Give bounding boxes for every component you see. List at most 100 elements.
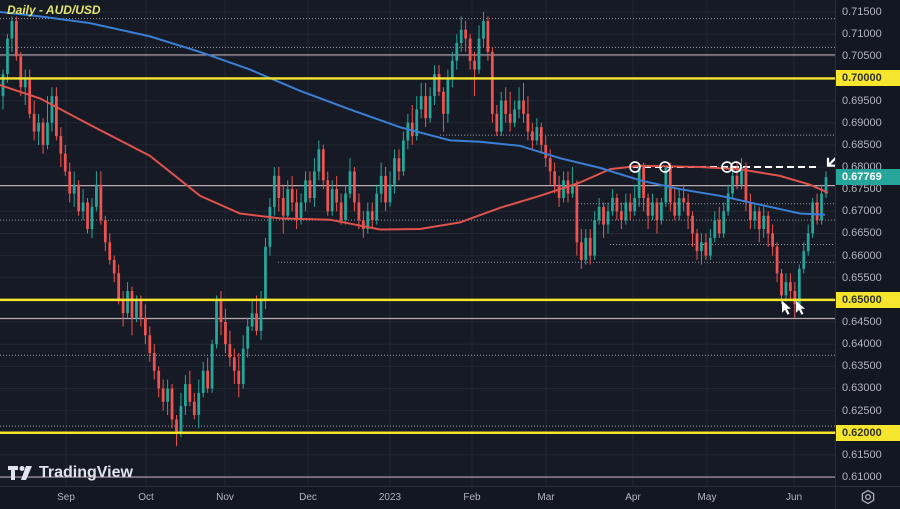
candle	[771, 224, 774, 256]
candle	[117, 264, 121, 305]
price-tick-label: 0.64500	[842, 316, 882, 329]
candle	[428, 87, 432, 123]
candle	[348, 158, 352, 199]
price-axis[interactable]: 0.71500 0.71000 0.70500 0.70000 0.69500 0.690…	[835, 0, 900, 486]
candle	[10, 16, 14, 52]
candle	[246, 317, 250, 358]
candle	[286, 180, 290, 221]
touch-circle-marker	[629, 161, 641, 173]
time-tick-label: Oct	[138, 492, 154, 503]
candle	[820, 184, 823, 225]
candle	[477, 25, 481, 75]
candlestick-chart[interactable]	[0, 0, 835, 486]
candle	[326, 171, 330, 216]
candle	[442, 87, 445, 132]
candle	[32, 100, 36, 141]
ma-100-line[interactable]	[0, 84, 829, 231]
candle	[339, 193, 343, 225]
price-tick-label: 0.62500	[842, 404, 882, 417]
price-tick-label: 0.66500	[842, 227, 882, 240]
candle	[86, 198, 89, 234]
candle	[112, 255, 116, 283]
candle	[624, 193, 628, 225]
candle	[482, 12, 485, 48]
time-axis[interactable]: SepOctNovDec2023FebMarAprMayJun26	[0, 486, 863, 509]
chart-area[interactable]: Daily - AUD/USD TradingView	[0, 0, 835, 486]
candle	[677, 189, 681, 221]
candle	[579, 229, 583, 269]
candle	[259, 291, 263, 340]
candle	[63, 144, 67, 176]
candle	[143, 304, 147, 345]
candle	[237, 353, 241, 398]
chart-title: Daily - AUD/USD	[7, 3, 101, 17]
candle	[175, 415, 178, 447]
candle	[526, 96, 530, 141]
candle	[188, 370, 192, 407]
candle	[393, 149, 396, 194]
candle	[762, 206, 766, 238]
key-level-price-badge: 0.62000	[836, 424, 900, 441]
candle	[651, 193, 654, 221]
arrow-pointer-icon	[826, 157, 835, 167]
time-tick-label: Mar	[537, 492, 555, 503]
tradingview-logo-text: TradingView	[39, 464, 133, 481]
candle	[77, 180, 81, 216]
candle	[304, 171, 307, 212]
candle	[344, 184, 347, 225]
price-tick-label: 0.69000	[842, 116, 882, 129]
candle	[281, 184, 285, 234]
time-tick-label: May	[697, 492, 717, 503]
candle	[717, 206, 721, 238]
candle	[811, 198, 815, 238]
candle	[41, 118, 45, 154]
price-tick-label: 0.67000	[842, 205, 882, 218]
candle	[508, 91, 512, 132]
ma-200-line[interactable]	[0, 11, 826, 216]
candle	[121, 291, 125, 327]
candle	[490, 47, 494, 123]
candle	[584, 229, 588, 265]
candle	[72, 171, 76, 207]
candle	[361, 211, 365, 238]
price-tick-label: 0.71000	[842, 28, 882, 41]
tradingview-logo-icon	[8, 466, 32, 480]
tradingview-logo: TradingView	[8, 464, 133, 482]
candle	[419, 82, 423, 119]
settings-gear-icon[interactable]	[860, 489, 876, 505]
candle	[401, 131, 405, 176]
candle	[197, 379, 201, 429]
candle	[406, 113, 410, 150]
candle	[148, 326, 152, 362]
candle	[673, 189, 677, 221]
price-tick-label: 0.61500	[842, 448, 882, 461]
candle	[646, 193, 650, 230]
candle	[495, 105, 499, 137]
candle	[748, 193, 752, 230]
candle	[210, 339, 214, 393]
candle	[784, 273, 788, 300]
candle	[224, 308, 227, 354]
candle	[108, 233, 112, 265]
candle	[152, 344, 156, 380]
candle	[797, 264, 801, 305]
key-level-price-badge: 0.65000	[836, 291, 900, 308]
candle	[753, 202, 757, 230]
candle	[14, 16, 18, 61]
candle	[388, 171, 392, 207]
candle	[642, 162, 645, 212]
candle	[166, 379, 169, 416]
key-level-price-badge: 0.70000	[836, 70, 900, 87]
touch-circle-marker	[721, 161, 733, 173]
time-tick-label: Nov	[216, 492, 234, 503]
candle	[192, 392, 196, 420]
candle	[379, 162, 383, 203]
candle	[459, 16, 463, 52]
candle	[757, 206, 761, 243]
candle	[686, 193, 690, 230]
candle	[99, 171, 103, 225]
candle	[499, 91, 503, 137]
candle	[90, 198, 94, 238]
candle	[802, 242, 806, 274]
price-tick-label: 0.66000	[842, 249, 882, 262]
